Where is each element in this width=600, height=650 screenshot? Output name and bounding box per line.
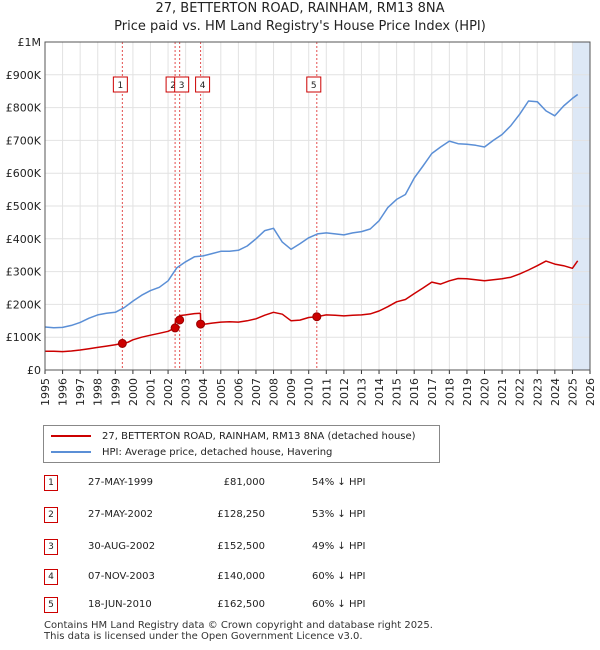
y-tick-label: £400K <box>6 233 42 246</box>
sale-marker-label: 1 <box>117 81 123 91</box>
y-tick-label: £800K <box>6 102 42 115</box>
legend-label-hpi: HPI: Average price, detached house, Have… <box>102 446 333 458</box>
y-tick-label: £700K <box>6 134 42 147</box>
sale-date: 07-NOV-2003 <box>88 571 155 582</box>
sale-point <box>170 323 180 333</box>
x-tick-label: 1995 <box>39 378 52 406</box>
chart-title: 27, BETTERTON ROAD, RAINHAM, RM13 8NA <box>155 1 445 16</box>
sale-point <box>312 312 322 322</box>
footer-copyright: Contains HM Land Registry data © Crown c… <box>44 620 433 631</box>
sale-row: 5 18-JUN-2010 £162,500 60% ↓ HPI <box>0 597 600 615</box>
x-tick-label: 2021 <box>496 378 509 406</box>
sale-row: 2 27-MAY-2002 £128,250 53% ↓ HPI <box>0 507 600 525</box>
x-tick-label: 2024 <box>549 378 562 406</box>
price-chart: 1995 1996 1997 1998 1999 2000 2001 2002 2003 2004… <box>6 36 597 406</box>
sale-marker-label: 2 <box>170 81 176 91</box>
x-tick-label: 2007 <box>250 378 263 406</box>
sale-row: 1 27-MAY-1999 £81,000 54% ↓ HPI <box>0 475 600 493</box>
x-tick-label: 2017 <box>426 378 439 406</box>
sale-marker-box <box>174 76 190 93</box>
x-tick-label: 2009 <box>285 378 298 406</box>
legend: 27, BETTERTON ROAD, RAINHAM, RM13 8NA (d… <box>43 425 440 463</box>
sale-date: 27-MAY-1999 <box>88 477 154 488</box>
x-tick-label: 2010 <box>303 378 316 406</box>
x-tick-label: 2013 <box>355 378 368 406</box>
x-tick-label: 2026 <box>584 378 597 406</box>
y-tick-label: £300K <box>6 266 42 279</box>
sale-number-badge: 4 <box>44 569 58 585</box>
sale-price: £140,000 <box>217 571 265 582</box>
x-tick-label: 1996 <box>57 378 70 406</box>
sale-row: 3 30-AUG-2002 £152,500 49% ↓ HPI <box>0 539 600 557</box>
x-tick-label: 2015 <box>391 378 404 406</box>
x-tick-label: 2012 <box>338 378 351 406</box>
sale-number-badge: 3 <box>44 539 58 555</box>
y-tick-label: £500K <box>6 200 42 213</box>
plot-frame <box>44 41 591 371</box>
sale-marker-label: 3 <box>179 81 185 91</box>
sale-hpi-diff: 49% ↓ HPI <box>312 541 366 552</box>
y-tick-label: £600K <box>6 167 42 180</box>
x-tick-label: 2014 <box>373 378 386 406</box>
chart-subtitle: Price paid vs. HM Land Registry's House … <box>114 19 486 34</box>
sale-number-badge: 2 <box>44 507 58 523</box>
legend-swatch-hpi <box>51 451 91 453</box>
y-tick-label: £100K <box>6 331 42 344</box>
y-tick-label: £1M <box>18 36 42 49</box>
property-price-line <box>45 260 579 353</box>
legend-item-hpi: HPI: Average price, detached house, Have… <box>51 444 332 460</box>
sale-date: 18-JUN-2010 <box>88 599 152 610</box>
x-tick-label: 1999 <box>109 378 122 406</box>
sale-hpi-diff: 54% ↓ HPI <box>312 477 366 488</box>
sale-price: £81,000 <box>223 477 265 488</box>
sale-number-badge: 5 <box>44 597 58 613</box>
sale-row: 4 07-NOV-2003 £140,000 60% ↓ HPI <box>0 569 600 587</box>
y-tick-label: £900K <box>6 69 42 82</box>
x-tick-label: 2022 <box>514 378 527 406</box>
hpi-line <box>44 93 579 329</box>
sale-hpi-diff: 60% ↓ HPI <box>312 571 366 582</box>
x-tick-label: 2018 <box>443 378 456 406</box>
x-tick-label: 2002 <box>162 378 175 406</box>
x-tick-label: 2000 <box>127 378 140 406</box>
x-tick-label: 2019 <box>461 378 474 406</box>
sale-date: 27-MAY-2002 <box>88 509 154 520</box>
sale-date: 30-AUG-2002 <box>88 541 156 552</box>
sale-marker-box <box>112 76 128 93</box>
x-tick-label: 1998 <box>92 378 105 406</box>
x-tick-label: 2020 <box>479 378 492 406</box>
y-tick-label: £0 <box>27 364 41 377</box>
sale-hpi-diff: 53% ↓ HPI <box>312 509 366 520</box>
sale-point <box>175 315 185 325</box>
legend-item-property: 27, BETTERTON ROAD, RAINHAM, RM13 8NA (d… <box>51 428 416 444</box>
legend-swatch-property <box>51 435 91 437</box>
x-tick-label: 2023 <box>531 378 544 406</box>
x-tick-label: 2008 <box>268 378 281 406</box>
sale-price: £152,500 <box>217 541 265 552</box>
footer-license: This data is licensed under the Open Gov… <box>44 631 363 642</box>
x-tick-label: 2001 <box>144 378 157 406</box>
sale-number-badge: 1 <box>44 475 58 491</box>
x-tick-label: 2025 <box>566 378 579 406</box>
x-tick-label: 2005 <box>215 378 228 406</box>
x-tick-label: 2016 <box>408 378 421 406</box>
y-tick-label: £200K <box>6 298 42 311</box>
sale-hpi-diff: 60% ↓ HPI <box>312 599 366 610</box>
sale-marker-box <box>195 76 211 93</box>
x-tick-label: 2006 <box>232 378 245 406</box>
x-tick-label: 2003 <box>180 378 193 406</box>
x-tick-label: 2004 <box>197 378 210 406</box>
sale-marker-box <box>306 76 322 93</box>
legend-label-property: 27, BETTERTON ROAD, RAINHAM, RM13 8NA (d… <box>102 430 416 442</box>
x-tick-label: 1997 <box>74 378 87 406</box>
sale-point <box>117 338 127 348</box>
sale-point <box>196 319 206 329</box>
sale-marker-label: 5 <box>311 81 317 91</box>
sale-marker-label: 4 <box>200 81 206 91</box>
x-tick-label: 2011 <box>320 378 333 406</box>
sale-price: £128,250 <box>217 509 265 520</box>
sale-price: £162,500 <box>217 599 265 610</box>
